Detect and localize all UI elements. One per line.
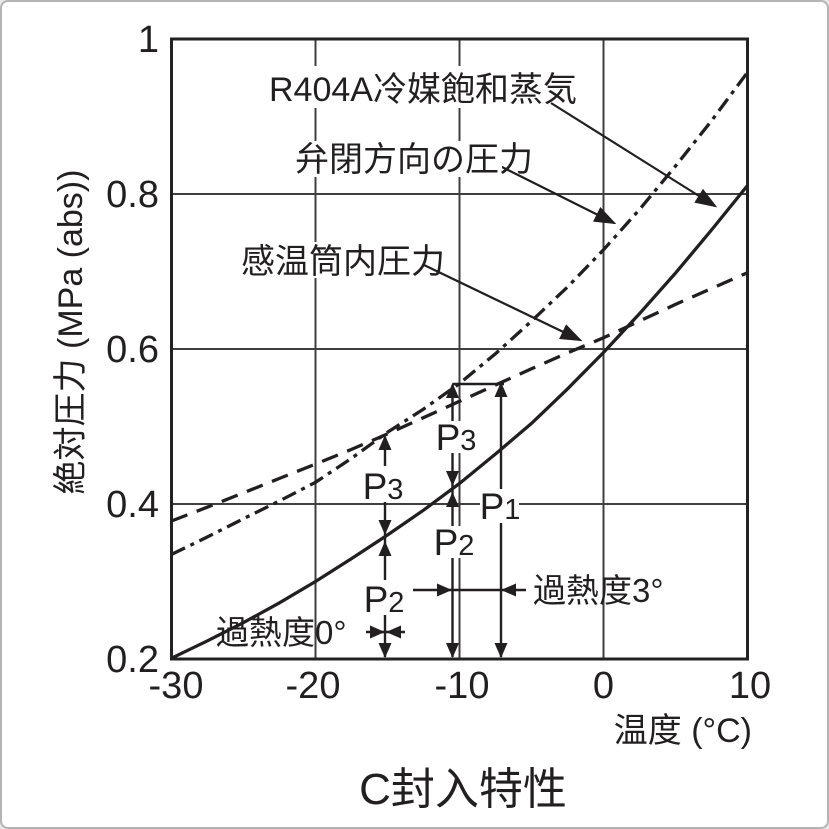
label-p2-right: P2 [434,522,475,563]
plot-frame [170,37,749,661]
label-p3-right: P3 [436,417,477,458]
leader-arrows [423,102,718,342]
curve-bulb-pressure [170,271,749,523]
x-tick-label: 0 [593,665,614,707]
text-labels: 1 0.8 0.6 0.4 0.2 -30 -20 -10 0 10 R404A… [52,19,771,814]
y-tick-label: 0.2 [106,639,159,681]
label-superheat-3: 過熱度3° [533,572,664,609]
y-tick-label: 0.6 [106,329,159,371]
x-tick-label: -20 [286,665,341,707]
label-p1: P1 [480,486,521,527]
label-backgrounds [236,66,550,615]
superheat-0-dimension [366,625,405,639]
y-tick-label: 0.4 [106,484,159,526]
curve-r404a-saturation [170,184,749,660]
y-tick-label: 0.8 [106,174,159,216]
chart-title: C封入特性 [359,765,567,814]
gridlines [171,39,748,659]
arrow-to-saturation-curve [550,102,718,208]
label-saturation-curve: R404A冷媒飽和蒸気 [269,71,577,109]
x-axis-title: 温度 (°C) [614,712,752,750]
x-tick-label: -10 [435,665,490,707]
y-axis-title: 絶対圧力 (MPa (abs)) [52,170,90,495]
superheat-3-dimension [413,583,526,597]
curve-valve-closing-pressure [170,71,749,556]
x-tick-label: 10 [729,665,771,707]
label-bulb-curve: 感温筒内圧力 [241,243,445,281]
arrow-to-valve-closing-curve [499,165,617,225]
x-tick-label: -30 [149,665,204,707]
arrow-to-bulb-curve [423,264,583,342]
label-valve-closing-curve: 弁閉方向の圧力 [295,141,533,179]
curves [170,71,749,660]
label-p3-left: P3 [363,466,404,507]
y-tick-label: 1 [138,19,159,61]
label-p2-left: P2 [364,579,405,620]
label-superheat-0: 過熱度0° [216,614,347,651]
